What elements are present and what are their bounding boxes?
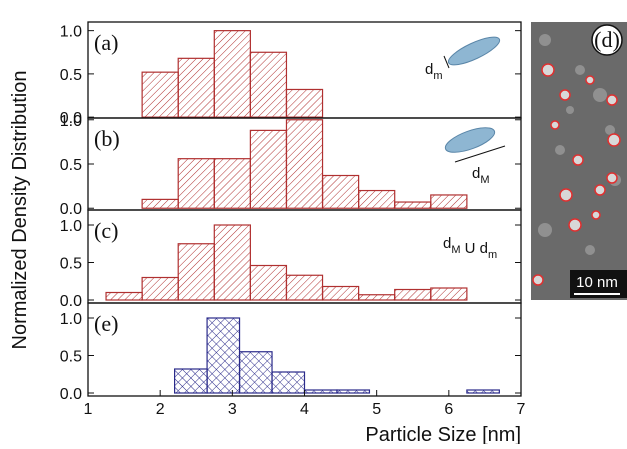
histogram-bar: [358, 294, 396, 301]
histogram-bar: [213, 158, 251, 209]
y-tick-label: 0.5: [60, 349, 82, 366]
x-tick-label: 3: [228, 401, 237, 418]
panel-label: (b): [94, 126, 120, 151]
y-tick-label: 0.5: [60, 157, 82, 174]
annotation: dm: [425, 61, 443, 82]
histogram-bar: [177, 243, 215, 301]
image-label: (d): [594, 27, 620, 52]
y-tick-label: 1.0: [60, 24, 82, 41]
y-tick-label: 0.0: [60, 201, 82, 218]
x-tick-label: 7: [517, 401, 526, 418]
histogram-bar: [285, 274, 324, 301]
panel-label: (e): [94, 311, 118, 336]
histogram-bar: [321, 174, 360, 209]
arrow: [443, 55, 450, 69]
histogram-bar: [466, 389, 500, 394]
y-tick-label: 1.0: [60, 311, 82, 328]
y-tick-label: 0.5: [60, 256, 82, 273]
histogram-bar: [177, 158, 215, 209]
annotation-text: d: [443, 235, 451, 252]
y-axis-label: Normalized Density Distribution: [9, 71, 31, 350]
x-tick-label: 6: [444, 401, 453, 418]
annotation: dM U dm: [443, 235, 497, 261]
panel-label: (c): [94, 218, 118, 243]
annotation-subscript: M: [451, 244, 460, 256]
y-tick-label: 0.0: [60, 293, 82, 310]
histogram-bar: [141, 276, 179, 301]
x-tick-label: 5: [372, 401, 381, 418]
y-tick-label: 0.0: [60, 386, 82, 403]
y-tick-label: 0.5: [60, 67, 82, 84]
y-tick-label: 1.0: [60, 113, 82, 130]
x-tick-label: 2: [156, 401, 165, 418]
annotation-subscript: M: [480, 174, 489, 186]
histogram-bar: [285, 119, 324, 209]
histogram-bar: [105, 291, 143, 301]
histogram-bar: [249, 51, 288, 118]
histogram-bar: [321, 285, 360, 301]
histogram-bar: [249, 129, 288, 209]
histogram-bar: [430, 287, 468, 301]
annotation-subscript: m: [433, 70, 442, 82]
histogram-bar: [303, 389, 338, 394]
annotation-subscript: m: [488, 249, 497, 261]
histogram-bar: [206, 317, 241, 394]
x-tick-label: 4: [300, 401, 309, 418]
histogram-bar: [141, 198, 179, 209]
histogram-bar: [358, 189, 396, 209]
histogram-bar: [174, 368, 208, 394]
scale-bar-label: 10 nm: [576, 274, 618, 291]
histogram-bar: [213, 30, 251, 118]
annotation-text: d: [425, 61, 433, 78]
arrow: [454, 145, 506, 163]
histogram-bar: [285, 88, 324, 118]
histogram-bar: [249, 264, 288, 301]
annotation: dM: [472, 165, 490, 186]
y-tick-label: 1.0: [60, 218, 82, 235]
micrograph: [531, 22, 627, 300]
histogram-bar: [177, 57, 215, 118]
shape-icon: [444, 127, 496, 153]
histogram-bar: [394, 201, 432, 209]
histogram-bar: [238, 351, 273, 394]
histogram-bar: [271, 371, 306, 394]
panel-label: (a): [94, 30, 118, 55]
histogram-bar: [213, 224, 251, 301]
annotation-text: d: [472, 165, 480, 182]
annotation-text: U d: [461, 240, 489, 257]
histogram-bar: [141, 71, 179, 118]
shape-icon: [447, 36, 501, 66]
histogram-bar: [430, 194, 468, 209]
x-axis-label: Particle Size [nm]: [365, 424, 521, 444]
x-tick-label: 1: [84, 401, 93, 418]
histogram-bar: [394, 288, 432, 301]
y-tick-label: 0.0: [60, 110, 82, 127]
histogram-bar: [336, 389, 371, 394]
